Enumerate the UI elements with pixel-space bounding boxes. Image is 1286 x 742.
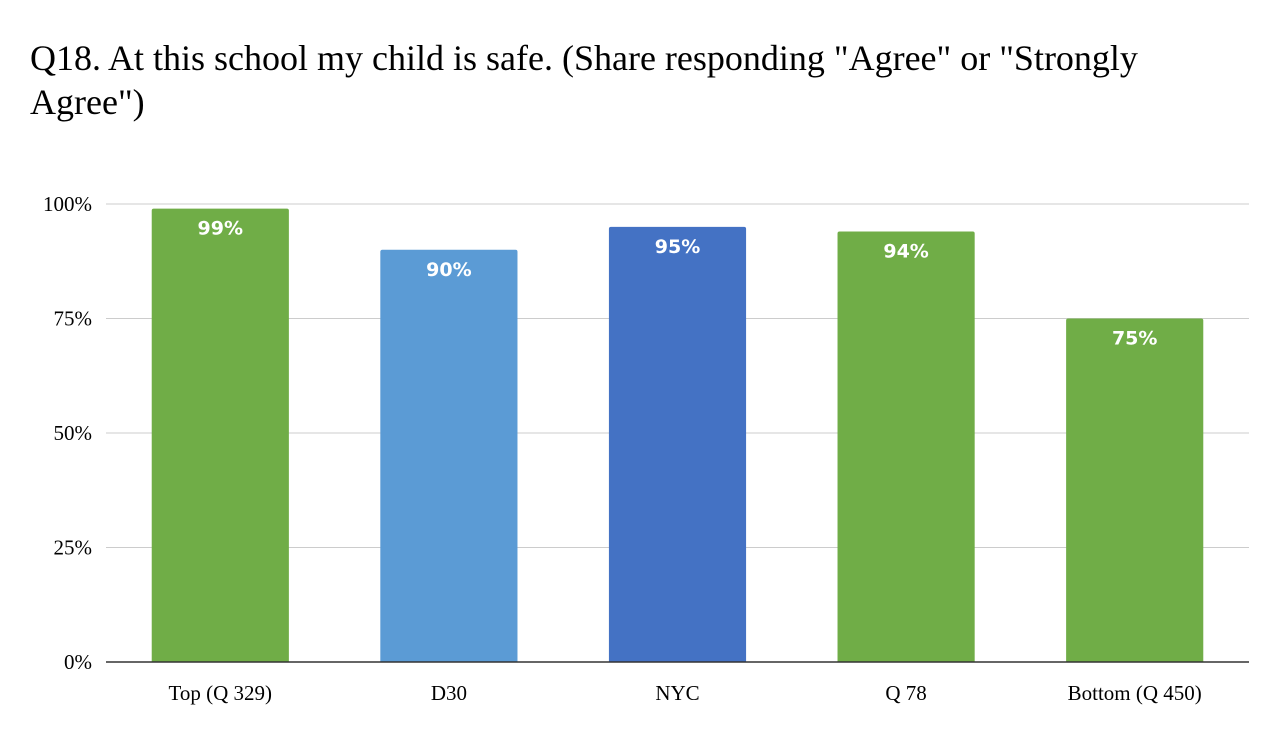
y-tick-label: 50% [54,421,93,445]
bar [837,231,975,663]
data-label: 99% [198,218,243,240]
x-tick-label: NYC [655,681,699,705]
chart-title: Q18. At this school my child is safe. (S… [30,38,1138,122]
data-label: 75% [1112,328,1157,350]
y-tick-label: 25% [54,536,93,560]
bar [608,226,747,662]
y-tick-label: 0% [64,650,92,674]
bar [380,249,518,663]
bar [1066,318,1204,662]
y-tick-label: 75% [54,307,93,331]
data-label: 90% [426,259,471,281]
data-label: 94% [883,240,928,262]
x-tick-label: Q 78 [885,681,926,705]
x-tick-label: Top (Q 329) [169,681,273,705]
bar [151,208,289,662]
x-tick-label: D30 [431,681,467,705]
axes: 0% 25% 50% 75% 100% Top (Q 329) D30 NYC Q 78 Bott… [43,192,1249,705]
y-tick-label: 100% [43,192,92,216]
bars: 99% 90% 95% 94% 75% [151,208,1204,663]
x-tick-label: Bottom (Q 450) [1068,681,1202,705]
data-label: 95% [655,236,700,258]
